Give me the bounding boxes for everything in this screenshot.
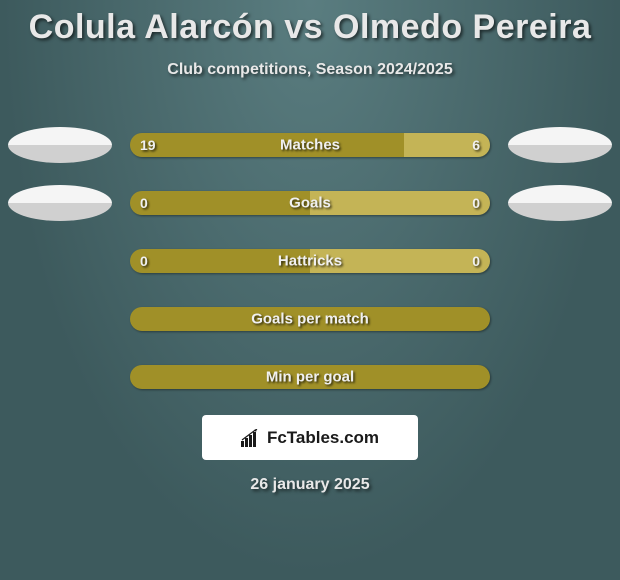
stats-container: 19 Matches 6 0 Goals 0 0 Hattricks 0 Goals per ma… xyxy=(0,127,620,395)
avatar-spacer xyxy=(508,359,612,395)
avatar-left xyxy=(8,127,112,163)
chart-icon xyxy=(241,429,263,447)
stat-label: Min per goal xyxy=(266,369,354,386)
avatar-right xyxy=(508,127,612,163)
avatar-spacer xyxy=(8,243,112,279)
stat-bar: 19 Matches 6 xyxy=(130,133,490,157)
stat-row: Goals per match xyxy=(0,301,620,337)
avatar-spacer xyxy=(508,243,612,279)
stat-value-right: 0 xyxy=(472,253,480,269)
stat-row: 0 Hattricks 0 xyxy=(0,243,620,279)
avatar-left xyxy=(8,185,112,221)
bar-segment-left xyxy=(130,133,404,157)
stat-label: Goals xyxy=(289,195,331,212)
stat-bar: 0 Goals 0 xyxy=(130,191,490,215)
avatar-spacer xyxy=(508,301,612,337)
bar-segment-left xyxy=(130,191,310,215)
page-title: Colula Alarcón vs Olmedo Pereira xyxy=(0,0,620,47)
stat-value-left: 19 xyxy=(140,137,156,153)
stat-value-right: 6 xyxy=(472,137,480,153)
stat-row: 19 Matches 6 xyxy=(0,127,620,163)
subtitle: Club competitions, Season 2024/2025 xyxy=(0,61,620,79)
stat-value-left: 0 xyxy=(140,253,148,269)
stat-label: Matches xyxy=(280,137,340,154)
stat-row: 0 Goals 0 xyxy=(0,185,620,221)
logo-box: FcTables.com xyxy=(202,415,418,460)
stat-value-right: 0 xyxy=(472,195,480,211)
stat-bar: 0 Hattricks 0 xyxy=(130,249,490,273)
stat-label: Goals per match xyxy=(251,311,369,328)
stat-bar: Goals per match xyxy=(130,307,490,331)
stat-row: Min per goal xyxy=(0,359,620,395)
stat-value-left: 0 xyxy=(140,195,148,211)
avatar-right xyxy=(508,185,612,221)
stat-label: Hattricks xyxy=(278,253,342,270)
bar-segment-right xyxy=(310,191,490,215)
avatar-spacer xyxy=(8,359,112,395)
logo-text: FcTables.com xyxy=(267,428,379,448)
date-text: 26 january 2025 xyxy=(0,476,620,494)
avatar-spacer xyxy=(8,301,112,337)
stat-bar: Min per goal xyxy=(130,365,490,389)
